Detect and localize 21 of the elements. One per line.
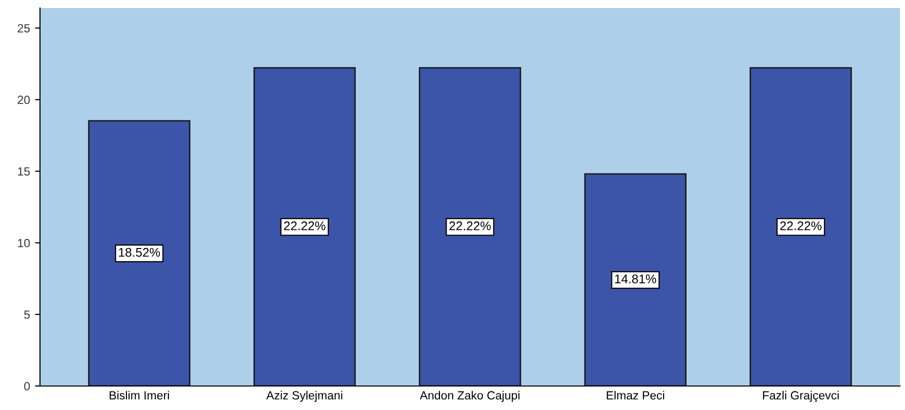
y-tick-label: 15	[18, 167, 30, 176]
y-tick-label: 10	[18, 238, 30, 248]
data-label: 14.81%	[615, 274, 656, 284]
x-tick-label: Aziz Sylejmani	[266, 390, 342, 402]
data-label: 22.22%	[780, 221, 822, 230]
y-tick-label: 5	[24, 310, 30, 319]
bar	[584, 173, 687, 386]
data-label: 22.22%	[284, 221, 326, 230]
data-label: 22.22%	[449, 221, 491, 230]
bar	[750, 67, 852, 386]
x-tick-label: Bislim Imeri	[110, 390, 169, 400]
data-label: 18.52%	[118, 248, 160, 257]
bar	[88, 120, 190, 386]
y-tick-label: 0	[24, 382, 30, 390]
bar	[253, 67, 356, 386]
x-tick-label: Elmaz Peci	[606, 390, 664, 400]
y-tick-label: 20	[18, 96, 30, 104]
bar	[418, 67, 522, 386]
y-tick-label: 25	[18, 24, 30, 32]
x-tick-label: Fazli Grajçevci	[763, 390, 839, 402]
x-tick-label: Andon Zako Cajupi	[420, 390, 520, 402]
